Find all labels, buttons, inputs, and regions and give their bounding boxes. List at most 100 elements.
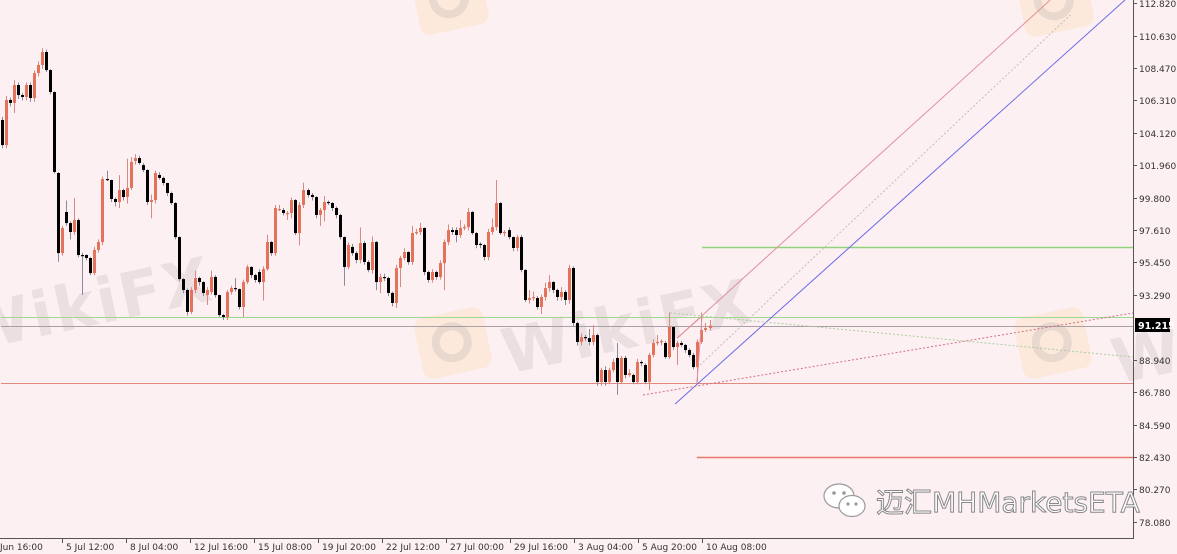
candle bbox=[89, 257, 92, 276]
candle-body bbox=[274, 207, 277, 254]
candle-body bbox=[491, 227, 494, 233]
wechat-icon bbox=[823, 483, 866, 518]
candle-body bbox=[660, 341, 663, 343]
candle-body bbox=[552, 282, 555, 290]
candle-body bbox=[114, 198, 117, 202]
candle-body bbox=[447, 230, 450, 243]
candle-body bbox=[178, 237, 181, 280]
candle bbox=[576, 321, 579, 346]
candle bbox=[146, 169, 149, 205]
candle-body bbox=[238, 289, 241, 308]
candle-body bbox=[532, 296, 535, 299]
candle-body bbox=[278, 209, 281, 211]
candle bbox=[214, 275, 217, 298]
candle bbox=[101, 176, 104, 246]
candle bbox=[178, 236, 181, 282]
candle-body bbox=[544, 288, 547, 297]
candle bbox=[242, 279, 245, 318]
candle bbox=[580, 333, 583, 346]
candle bbox=[286, 210, 289, 220]
candle-body bbox=[508, 230, 511, 238]
candle-body bbox=[65, 211, 68, 224]
candle-body bbox=[628, 373, 631, 375]
candle bbox=[327, 200, 330, 205]
candle bbox=[250, 266, 253, 279]
candle bbox=[572, 266, 575, 326]
price-tick-label: 93.290 bbox=[1139, 292, 1171, 302]
candle bbox=[166, 182, 169, 197]
candle bbox=[568, 264, 571, 304]
candle bbox=[672, 325, 675, 350]
trendlines bbox=[642, 0, 1134, 405]
candle bbox=[347, 242, 350, 270]
candle-body bbox=[347, 245, 350, 267]
trendline bbox=[642, 312, 1134, 396]
candle-body bbox=[359, 243, 362, 260]
candle-body bbox=[459, 227, 462, 235]
candle-body bbox=[704, 328, 707, 331]
candle bbox=[604, 366, 607, 386]
candle-body bbox=[190, 289, 193, 312]
candle bbox=[367, 260, 370, 273]
candle-body bbox=[45, 51, 48, 71]
candle bbox=[528, 290, 531, 304]
candle-body bbox=[270, 242, 273, 254]
candle-body bbox=[29, 85, 32, 99]
candle-body bbox=[69, 223, 72, 233]
candle bbox=[41, 48, 44, 70]
candle-body bbox=[608, 370, 611, 382]
candle bbox=[544, 282, 547, 301]
candle-body bbox=[174, 203, 177, 238]
candle-body bbox=[258, 272, 261, 283]
candle-body bbox=[85, 255, 88, 259]
candle-body bbox=[652, 343, 655, 355]
price-tick-label: 106.310 bbox=[1139, 97, 1176, 107]
candle-body bbox=[154, 173, 157, 201]
candle bbox=[680, 340, 683, 347]
candle-body bbox=[367, 262, 370, 270]
candle bbox=[415, 228, 418, 235]
candle bbox=[343, 236, 346, 286]
candle-body bbox=[387, 278, 390, 293]
candle-body bbox=[206, 289, 209, 296]
candle-body bbox=[371, 242, 374, 270]
candle bbox=[77, 218, 80, 258]
candle bbox=[455, 227, 458, 243]
candle-body bbox=[222, 315, 225, 318]
candle-body bbox=[636, 361, 639, 382]
candle bbox=[53, 91, 56, 174]
candle-body bbox=[21, 95, 24, 97]
candle-body bbox=[53, 92, 56, 172]
candle bbox=[656, 334, 659, 346]
candle-body bbox=[672, 327, 675, 348]
candle bbox=[459, 219, 462, 238]
candle bbox=[331, 201, 334, 211]
candle-body bbox=[194, 278, 197, 290]
candle-body bbox=[560, 292, 563, 297]
candle-body bbox=[110, 180, 113, 199]
candle bbox=[592, 325, 595, 346]
candle-body bbox=[89, 258, 92, 274]
candle-body bbox=[648, 354, 651, 382]
candle-body bbox=[431, 272, 434, 280]
candle bbox=[85, 254, 88, 261]
candle bbox=[624, 355, 627, 379]
candle-body bbox=[166, 183, 169, 194]
candle bbox=[29, 82, 32, 102]
candle bbox=[274, 204, 277, 256]
candle-body bbox=[684, 344, 687, 351]
candle-body bbox=[130, 161, 133, 188]
candle bbox=[628, 369, 631, 377]
candle-body bbox=[600, 370, 603, 382]
candle-body bbox=[399, 258, 402, 269]
candle-body bbox=[632, 374, 635, 382]
time-tick-label: 22 Jul 12:00 bbox=[386, 543, 440, 553]
candle-body bbox=[640, 361, 643, 364]
candle-body bbox=[298, 204, 301, 234]
candle-body bbox=[118, 190, 121, 202]
candle bbox=[483, 243, 486, 261]
candle bbox=[375, 240, 378, 291]
candle-body bbox=[77, 220, 80, 256]
candle bbox=[57, 172, 60, 262]
candle-body bbox=[415, 232, 418, 234]
